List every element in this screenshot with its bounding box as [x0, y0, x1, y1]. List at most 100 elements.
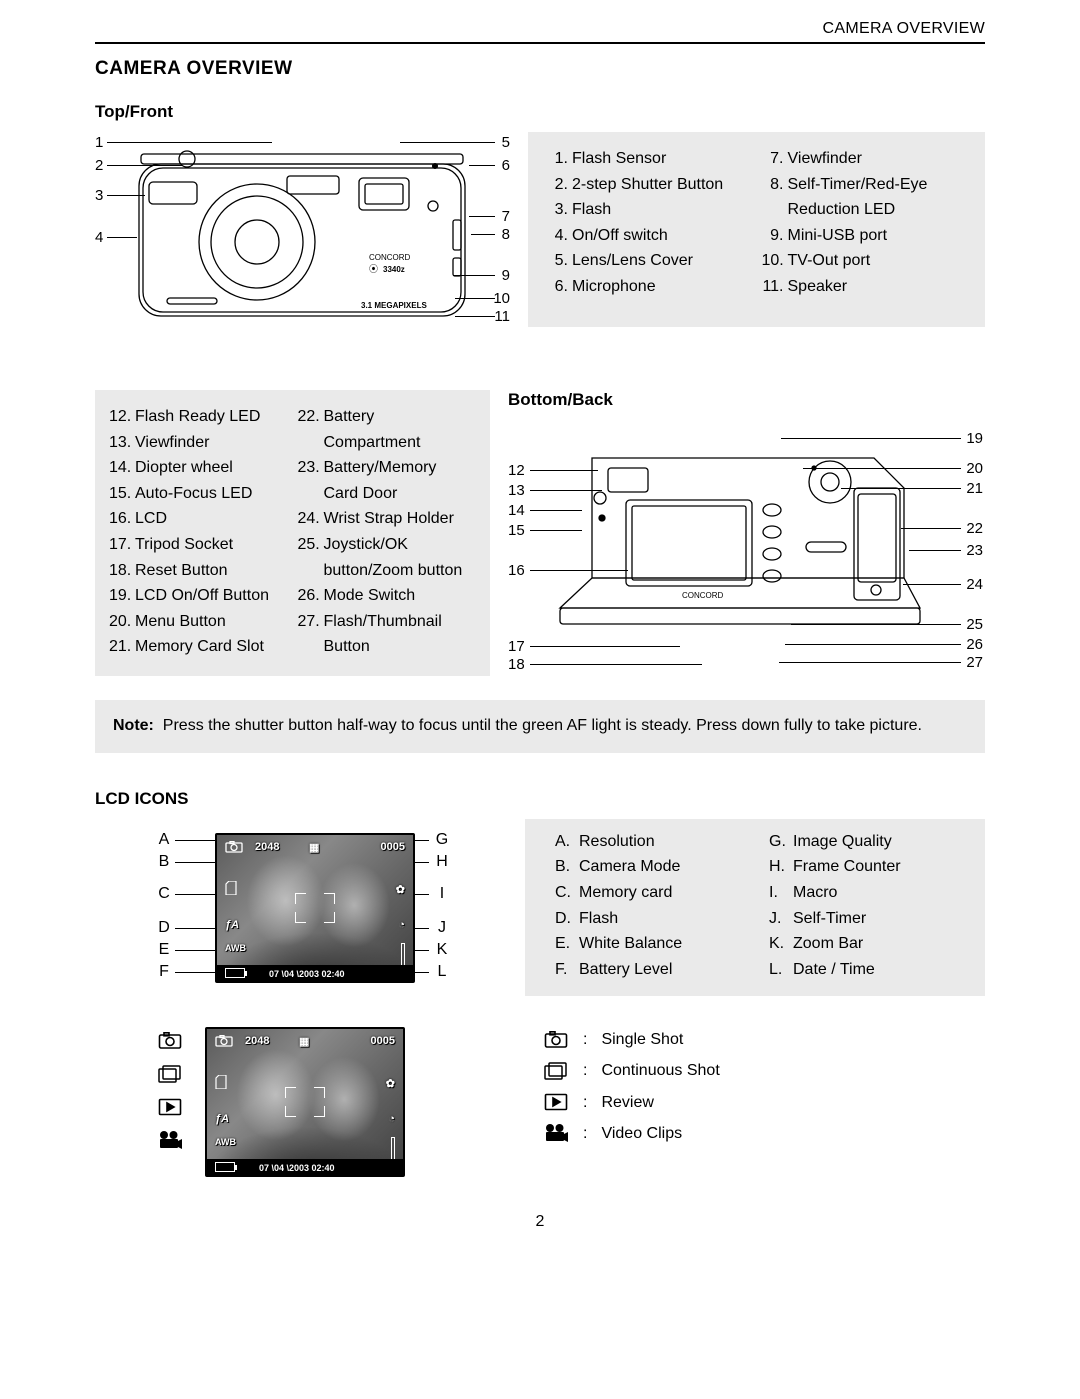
list-item: 10.TV-Out port: [762, 248, 968, 274]
callout-25: 25: [966, 616, 983, 633]
list-item: F.Battery Level: [555, 957, 751, 983]
self-timer-icon: ◔: [398, 919, 405, 931]
callout-27: 27: [966, 654, 983, 671]
callout-23: 23: [966, 542, 983, 559]
callout-10: 10: [493, 290, 510, 307]
label-K: K: [433, 941, 451, 959]
list-item: 2.2-step Shutter Button: [546, 172, 752, 198]
mode-icon-column: [157, 1027, 183, 1150]
list-item: A.Resolution: [555, 829, 751, 855]
list-item: D.Flash: [555, 906, 751, 932]
list-item: 5.Lens/Lens Cover: [546, 248, 752, 274]
macro-icon: ✿: [396, 883, 405, 896]
callout-5: 5: [502, 134, 510, 151]
callout-12: 12: [508, 462, 525, 479]
list-item: 17.Tripod Socket: [109, 532, 292, 558]
list-item: 3.Flash: [546, 197, 752, 223]
callout-19: 19: [966, 430, 983, 447]
list-item: Reduction LED: [762, 197, 968, 223]
mode-label: Single Shot: [601, 1024, 683, 1055]
lcd-secondary: 2048 ▦ 0005 ƒA AWB ✿ ◔ 07 \04 \2003 02:4…: [95, 1027, 475, 1187]
topfront-row: 1 2 3 4 5 6 7 8 9 10 11: [95, 132, 985, 354]
lcd-row: A B C D E F G H I J K L: [95, 819, 985, 1187]
callout-21: 21: [966, 480, 983, 497]
callout-24: 24: [966, 576, 983, 593]
label-G: G: [433, 831, 451, 849]
camera-mode-icon: [225, 841, 243, 856]
lcd-labeled: A B C D E F G H I J K L: [95, 819, 475, 1009]
label-A: A: [155, 831, 173, 849]
page-number: 2: [95, 1213, 985, 1231]
callout-8: 8: [502, 226, 510, 243]
topfront-heading: Top/Front: [95, 102, 985, 122]
label-D: D: [155, 919, 173, 937]
callout-3: 3: [95, 187, 103, 204]
label-B: B: [155, 853, 173, 871]
mode-list: :Single Shot:Continuous Shot:Review:Vide…: [525, 1024, 985, 1149]
list-item: I.Macro: [769, 880, 965, 906]
note-body: Press the shutter button half-way to foc…: [163, 717, 922, 734]
bottomback-legend: 12.Flash Ready LED13.Viewfinder14.Diopte…: [95, 390, 490, 676]
topfront-legend: 1.Flash Sensor2.2-step Shutter Button3.F…: [528, 132, 985, 327]
callout-7: 7: [502, 208, 510, 225]
battery-icon: [225, 968, 245, 978]
list-item: 15.Auto-Focus LED: [109, 481, 292, 507]
callout-14: 14: [508, 502, 525, 519]
callout-26: 26: [966, 636, 983, 653]
list-item: H.Frame Counter: [769, 854, 965, 880]
page-title: CAMERA OVERVIEW: [95, 58, 985, 80]
list-item: 26.Mode Switch: [298, 583, 481, 609]
list-item: 1.Flash Sensor: [546, 146, 752, 172]
mode-label: Review: [601, 1087, 653, 1118]
osd-counter: 0005: [381, 841, 405, 853]
mode-row: :Single Shot: [543, 1024, 985, 1055]
bottomback-diagram: 12 13 14 15 16 17 18 19 20 21 22 23 24 2…: [508, 420, 983, 670]
label-E: E: [155, 941, 173, 959]
review-icon: [543, 1092, 569, 1112]
list-item: 25.Joystick/OK: [298, 532, 481, 558]
continuous-shot-icon: [543, 1061, 569, 1081]
bottomback-heading: Bottom/Back: [508, 390, 985, 410]
list-item: 8.Self-Timer/Red-Eye: [762, 172, 968, 198]
list-item: 14.Diopter wheel: [109, 455, 292, 481]
list-item: 4.On/Off switch: [546, 223, 752, 249]
list-item: E.White Balance: [555, 931, 751, 957]
list-item: 16.LCD: [109, 506, 292, 532]
single-shot-icon: [157, 1031, 183, 1051]
topfront-diagram: 1 2 3 4 5 6 7 8 9 10 11: [95, 132, 510, 354]
list-item: 20.Menu Button: [109, 609, 292, 635]
video-clips-icon: [157, 1130, 183, 1150]
quality-icon: ▦: [309, 841, 319, 854]
list-item: 23.Battery/Memory: [298, 455, 481, 481]
list-item: K.Zoom Bar: [769, 931, 965, 957]
svg-text:CONCORD: CONCORD: [682, 591, 724, 600]
mode-label: Continuous Shot: [601, 1055, 719, 1086]
note-label: Note:: [113, 717, 154, 734]
list-item: 6.Microphone: [546, 274, 752, 300]
bottomback-row: 12.Flash Ready LED13.Viewfinder14.Diopte…: [95, 390, 985, 676]
zoom-bar: [401, 943, 405, 967]
callout-16: 16: [508, 562, 525, 579]
review-icon: [157, 1097, 183, 1117]
callout-4: 4: [95, 229, 103, 246]
callout-18: 18: [508, 656, 525, 673]
list-item: 11.Speaker: [762, 274, 968, 300]
callout-6: 6: [502, 157, 510, 174]
list-item: G.Image Quality: [769, 829, 965, 855]
note-box: Note: Press the shutter button half-way …: [95, 700, 985, 753]
lcd-right: A.ResolutionB.Camera ModeC.Memory cardD.…: [525, 819, 985, 1149]
label-C: C: [155, 885, 173, 903]
label-F: F: [155, 963, 173, 981]
video-clips-icon: [543, 1123, 569, 1143]
lcd-screen-1: 2048 ▦ 0005 ƒA AWB ✿ ◔ 07 \04 \2003 02:4…: [215, 833, 415, 983]
list-item: C.Memory card: [555, 880, 751, 906]
callout-13: 13: [508, 482, 525, 499]
list-item: 21.Memory Card Slot: [109, 634, 292, 660]
label-H: H: [433, 853, 451, 871]
list-item: 19.LCD On/Off Button: [109, 583, 292, 609]
callout-22: 22: [966, 520, 983, 537]
memory-card-icon: [225, 881, 237, 898]
osd-resolution: 2048: [255, 841, 279, 853]
megapixel-text: 3.1 MEGAPIXELS: [361, 301, 427, 310]
callout-2: 2: [95, 157, 103, 174]
